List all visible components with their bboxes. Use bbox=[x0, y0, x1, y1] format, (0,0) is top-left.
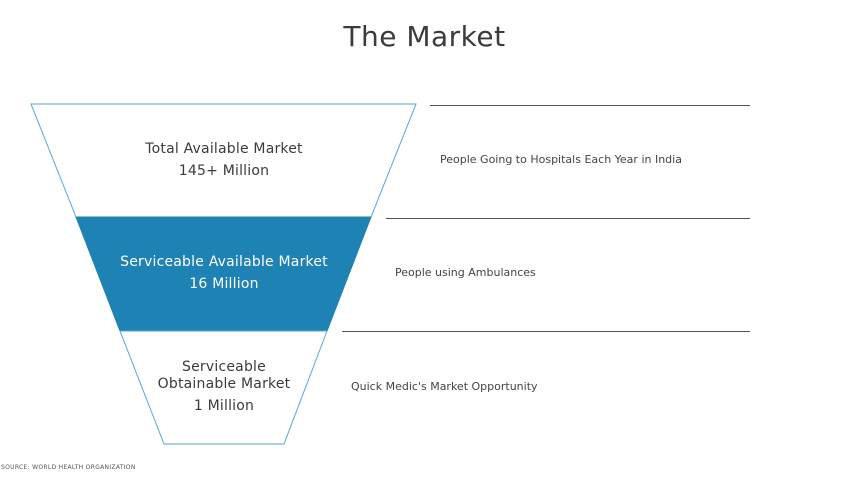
tier-2-value: 16 Million bbox=[189, 276, 259, 292]
funnel-tier-3 bbox=[119, 330, 328, 445]
tier-2-label: Serviceable Available Market bbox=[120, 254, 328, 270]
tier-2-divider bbox=[386, 218, 750, 219]
tier-3-value: 1 Million bbox=[193, 398, 255, 414]
page-title: The Market bbox=[343, 20, 506, 53]
tier-3-divider bbox=[342, 331, 750, 332]
source-note: SOURCE: WORLD HEALTH ORGANIZATION bbox=[1, 464, 136, 471]
tier-1-description: People Going to Hospitals Each Year in I… bbox=[440, 153, 682, 166]
tier-1-divider bbox=[430, 105, 750, 106]
tier-1-text: Total Available Market 145+ Million bbox=[84, 141, 364, 180]
tier-3-label-line2: Obtainable Market bbox=[157, 376, 291, 392]
tier-1-value: 145+ Million bbox=[178, 163, 270, 179]
tier-3-description: Quick Medic's Market Opportunity bbox=[351, 380, 538, 393]
tier-2-text: Serviceable Available Market 16 Million bbox=[104, 254, 344, 293]
tier-3-label-line1: Serviceable bbox=[182, 359, 266, 375]
tier-1-label: Total Available Market bbox=[145, 141, 303, 157]
tier-2-description: People using Ambulances bbox=[395, 266, 536, 279]
tier-3-text: Serviceable Obtainable Market 1 Million bbox=[134, 359, 314, 415]
